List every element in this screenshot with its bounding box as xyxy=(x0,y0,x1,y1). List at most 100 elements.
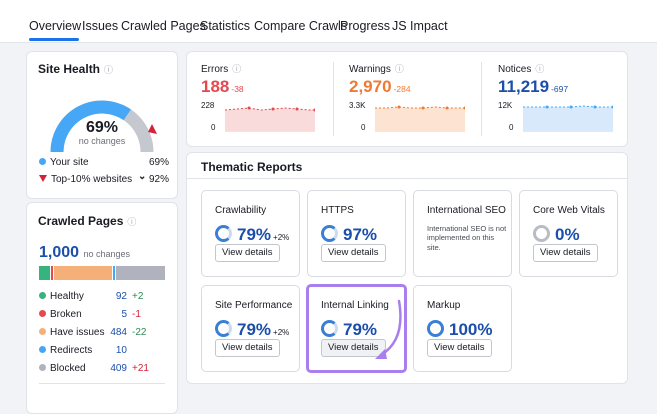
view-details-button[interactable]: View details xyxy=(427,339,492,357)
report-crawlability[interactable]: Crawlability 79% +2% View details xyxy=(201,190,300,277)
tab-js-impact[interactable]: JS Impact xyxy=(392,19,448,33)
notices-ymin: 0 xyxy=(509,123,514,132)
row-healthy[interactable]: Healthy xyxy=(39,291,84,302)
tab-issues[interactable]: Issues xyxy=(82,19,119,33)
redirects-value[interactable]: 10 xyxy=(115,345,127,356)
issues-value[interactable]: 484 xyxy=(110,327,127,338)
info-icon[interactable]: ⓘ xyxy=(104,65,114,75)
report-description: International SEO is not implemented on … xyxy=(427,224,507,252)
redirects-dot xyxy=(39,345,46,353)
progress-ring-icon xyxy=(427,320,444,338)
info-icon[interactable]: ⓘ xyxy=(232,64,242,74)
view-details-button[interactable]: View details xyxy=(215,244,280,262)
metrics-card: Errors ⓘ 188 -38 228 0 Warnings ⓘ 2,970 -284… xyxy=(186,51,628,147)
broken-value[interactable]: 5 xyxy=(121,309,127,320)
your-site-value: 69% xyxy=(149,157,170,168)
notices-ymax: 12K xyxy=(498,101,513,110)
broken-dot xyxy=(39,309,46,317)
bar-segment-healthy[interactable] xyxy=(39,266,51,280)
row-redirects[interactable]: Redirects xyxy=(39,345,92,356)
tab-bar: Overview Issues Crawled Pages Statistics… xyxy=(0,0,657,43)
warnings-delta: -284 xyxy=(393,84,411,94)
progress-ring-icon xyxy=(321,320,338,338)
progress-ring-icon xyxy=(215,225,232,243)
notices-value[interactable]: 11,219 -697 xyxy=(498,77,569,96)
tab-overview[interactable]: Overview xyxy=(29,19,82,33)
issues-delta: -22 xyxy=(132,327,147,338)
tab-progress[interactable]: Progress xyxy=(340,19,391,33)
divider xyxy=(481,62,482,136)
progress-ring-icon xyxy=(215,320,232,338)
chevron-down-icon[interactable]: ⌄ xyxy=(137,171,147,182)
health-score-note: no changes xyxy=(78,136,126,146)
healthy-value[interactable]: 92 xyxy=(115,291,127,302)
blocked-value[interactable]: 409 xyxy=(110,363,127,374)
tab-statistics[interactable]: Statistics xyxy=(200,19,251,33)
warnings-sparkline xyxy=(375,105,465,132)
row-have-issues[interactable]: Have issues xyxy=(39,327,104,338)
errors-label: Errors ⓘ xyxy=(201,64,242,75)
blocked-delta: +21 xyxy=(132,363,149,374)
crawled-pages-bar xyxy=(39,266,165,280)
bar-segment-issues[interactable] xyxy=(54,266,112,280)
row-blocked[interactable]: Blocked xyxy=(39,363,86,374)
issues-dot xyxy=(39,327,46,335)
healthy-dot xyxy=(39,291,46,299)
row-broken[interactable]: Broken xyxy=(39,309,82,320)
crawled-pages-note: no changes xyxy=(83,249,131,259)
thematic-reports-title: Thematic Reports xyxy=(201,160,303,174)
top-websites-marker xyxy=(148,124,157,134)
report-internal-linking[interactable]: Internal Linking 79% View details xyxy=(306,284,407,373)
info-icon[interactable]: ⓘ xyxy=(127,217,137,227)
info-icon[interactable]: ⓘ xyxy=(394,64,404,74)
report-international-seo[interactable]: International SEO International SEO is n… xyxy=(413,190,512,277)
top-websites-value: 92% xyxy=(149,174,170,185)
info-icon[interactable]: ⓘ xyxy=(535,64,545,74)
view-details-button[interactable]: View details xyxy=(321,244,386,262)
site-health-title: Site Health xyxy=(38,62,101,76)
divider xyxy=(333,62,334,136)
crawled-pages-title: Crawled Pages xyxy=(38,214,124,228)
divider xyxy=(187,178,627,179)
blocked-dot xyxy=(39,363,46,371)
notices-sparkline xyxy=(523,105,613,132)
tab-crawled-pages[interactable]: Crawled Pages xyxy=(121,19,206,33)
gauge-fill xyxy=(50,100,131,153)
errors-ymax: 228 xyxy=(201,101,215,110)
errors-delta: -38 xyxy=(231,84,244,94)
bar-segment-redirects[interactable] xyxy=(113,266,115,280)
site-health-card: Site Health ⓘ 69% no changes Your site 69… xyxy=(26,51,178,199)
divider xyxy=(39,383,165,384)
errors-ymin: 0 xyxy=(211,123,216,132)
view-details-button[interactable]: View details xyxy=(215,339,280,357)
health-score: 69% xyxy=(85,119,119,136)
progress-ring-icon xyxy=(533,225,550,243)
notices-label: Notices ⓘ xyxy=(498,64,545,75)
bar-segment-broken[interactable] xyxy=(51,266,54,280)
warnings-ymax: 3.3K xyxy=(349,101,366,110)
broken-delta: -1 xyxy=(132,309,141,320)
report-core-web-vitals[interactable]: Core Web Vitals 0% View details xyxy=(519,190,618,277)
progress-ring-icon xyxy=(321,225,338,243)
crawled-pages-count[interactable]: 1,000 xyxy=(39,244,80,261)
view-details-button[interactable]: View details xyxy=(533,244,598,262)
report-markup[interactable]: Markup 100% View details xyxy=(413,285,512,372)
tab-compare-crawls[interactable]: Compare Crawls xyxy=(254,19,348,33)
report-https[interactable]: HTTPS 97% View details xyxy=(307,190,406,277)
report-site-performance[interactable]: Site Performance 79% +2% View details xyxy=(201,285,300,372)
warnings-value[interactable]: 2,970 -284 xyxy=(349,77,411,96)
legend-your-site: Your site xyxy=(39,157,89,168)
bar-segment-blocked[interactable] xyxy=(116,266,165,280)
notices-delta: -697 xyxy=(551,84,569,94)
warnings-label: Warnings ⓘ xyxy=(349,64,404,75)
errors-value[interactable]: 188 -38 xyxy=(201,77,244,96)
crawled-pages-card: Crawled Pages ⓘ 1,000 no changes Healthy … xyxy=(26,202,178,414)
errors-sparkline xyxy=(225,106,315,132)
healthy-delta: +2 xyxy=(132,291,144,302)
active-tab-indicator xyxy=(29,38,79,41)
highlight-arrow-icon xyxy=(375,299,402,359)
your-site-dot xyxy=(39,157,46,165)
thematic-reports-card: Thematic Reports Crawlability 79% +2% Vie… xyxy=(186,152,628,384)
legend-top-websites[interactable]: Top-10% websites ⌄ xyxy=(39,171,147,185)
view-details-button[interactable]: View details xyxy=(321,339,386,357)
